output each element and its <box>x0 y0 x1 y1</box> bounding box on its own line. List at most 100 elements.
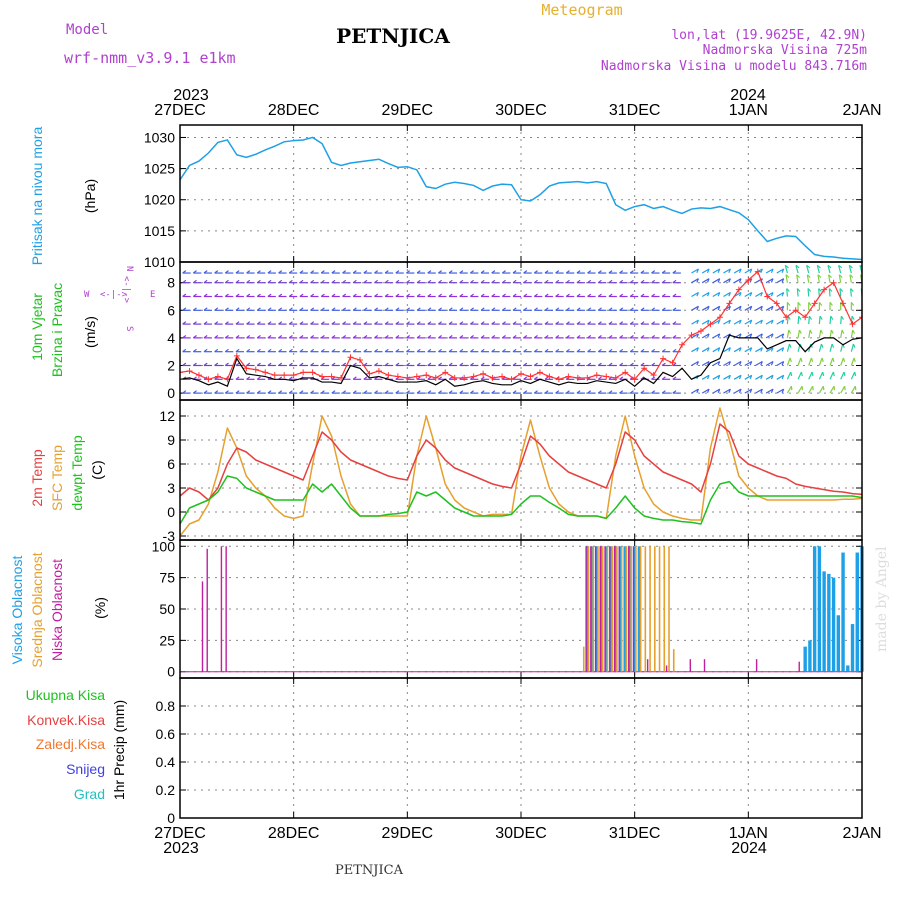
wind-arrow-head <box>696 388 699 394</box>
wind-arrow-head <box>839 288 844 292</box>
wind-arrow-head <box>374 321 379 325</box>
wind-arrow-head <box>214 348 219 353</box>
y-tick-label: 75 <box>159 570 175 586</box>
gust-marker <box>745 276 752 283</box>
y-tick-label: 1025 <box>144 161 175 177</box>
wind-arrow-head <box>246 390 251 394</box>
wind-arrow-head <box>288 335 293 339</box>
wind-arrow-head <box>395 270 400 274</box>
wind-arrow-head <box>661 279 666 284</box>
wind-arrow-head <box>224 321 229 325</box>
wind-arrow-head <box>640 335 645 339</box>
wind-arrow-head <box>438 293 442 297</box>
temp-ylabel-1: 2m Temp <box>29 449 45 507</box>
wind-arrow <box>796 288 799 297</box>
cloud-bar <box>618 546 620 672</box>
wind-arrow-head <box>629 335 634 339</box>
gust-marker <box>442 369 449 376</box>
wind-arrow-head <box>597 390 602 394</box>
gust-marker <box>262 369 269 376</box>
wind-arrow-head <box>832 371 835 377</box>
wind-arrow-head <box>533 362 538 366</box>
cloud-bar <box>587 546 590 672</box>
wind-arrow-head <box>565 293 570 297</box>
wind-arrow-head <box>661 321 666 325</box>
wind-arrow-head <box>863 330 865 334</box>
wind-arrow-head <box>512 270 517 274</box>
cloud-bar <box>618 546 623 672</box>
wind-arrow-head <box>738 333 742 338</box>
wind-arrow-head <box>480 390 485 394</box>
wind-arrow-head <box>224 307 229 311</box>
wind-arrow <box>776 291 784 298</box>
wind-arrow-head <box>182 307 187 311</box>
wind-arrow-head <box>555 321 560 325</box>
wind-arrow-head <box>533 307 538 311</box>
wind-arrow <box>818 357 823 366</box>
wind-arrow-head <box>619 279 624 284</box>
wind-arrow-head <box>864 344 865 348</box>
wind-arrow-head <box>811 371 814 377</box>
wind-arrow-head <box>448 362 453 366</box>
wind-arrow <box>850 329 854 339</box>
cloud-bar <box>590 546 594 672</box>
wind-arrow-head <box>770 347 774 352</box>
wind-arrow <box>701 291 710 298</box>
wind-arrow-head <box>491 293 496 297</box>
cloud-bar <box>663 546 666 672</box>
wind-arrow-head <box>640 279 645 284</box>
wind-arrow-head <box>717 347 721 352</box>
wind-arrow-head <box>619 321 624 325</box>
cloud-bar <box>850 624 855 672</box>
cloud-bar <box>599 546 604 672</box>
wind-arrow-head <box>214 390 219 394</box>
wind-arrow-head <box>749 319 753 325</box>
wind-arrow-head <box>448 376 453 380</box>
gust-marker <box>252 366 259 373</box>
cloud-bar <box>604 546 606 672</box>
wind-arrow-head <box>203 270 208 274</box>
wind-arrow <box>829 316 832 325</box>
wind-arrow-head <box>760 306 763 311</box>
wind-arrow-head <box>555 270 560 274</box>
wind-arrow-head <box>865 372 866 376</box>
wind-arrow-head <box>619 376 624 380</box>
wind-arrow-head <box>810 357 814 362</box>
wind-arrow-head <box>544 390 549 394</box>
wind-arrow-head <box>523 293 528 297</box>
wind-arrow-head <box>608 293 613 297</box>
wind-arrow-head <box>299 293 304 297</box>
gust-marker <box>518 370 524 377</box>
wind-arrow-head <box>448 348 453 353</box>
temp-unit: (C) <box>89 460 105 479</box>
wind-arrow-head <box>843 371 846 377</box>
wind-arrow-head <box>363 348 368 353</box>
wind-arrow-head <box>781 319 785 325</box>
wind-arrow-head <box>717 306 721 311</box>
gust-marker <box>290 372 297 379</box>
gust-marker <box>716 314 723 321</box>
wind-arrow-head <box>576 335 581 339</box>
wind-arrow-head <box>544 279 549 284</box>
wind-arrow-head <box>760 333 763 338</box>
wind-arrow <box>744 305 753 311</box>
wind-arrow <box>838 265 842 274</box>
gust-marker <box>300 369 307 376</box>
wind-arrow-head <box>331 390 336 394</box>
cloud-ylabel-1: Visoka Oblacnost <box>9 556 25 665</box>
pressure-ylabel: Pritisak na nivou mora <box>29 127 45 266</box>
cloud-bar <box>817 546 822 672</box>
wind-arrow <box>838 274 842 283</box>
wind-arrow-head <box>246 348 251 353</box>
gust-marker <box>622 369 629 376</box>
gust-marker <box>281 372 288 379</box>
wind-arrow-head <box>416 279 421 284</box>
panel-frames <box>179 124 863 819</box>
wind-arrow-head <box>544 270 549 274</box>
y-tick-label: 0.4 <box>156 754 176 770</box>
wind-arrow-head <box>555 335 560 339</box>
wind-arrow-head <box>438 390 442 394</box>
gust-marker <box>650 372 657 379</box>
wind-arrow <box>755 333 763 339</box>
wind-arrow-head <box>512 279 517 284</box>
